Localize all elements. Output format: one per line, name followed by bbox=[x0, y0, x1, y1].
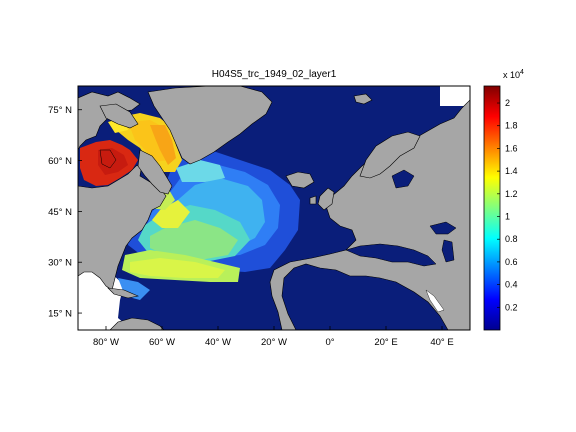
tracer-field bbox=[80, 113, 300, 300]
colorbar-tick-label: 0.6 bbox=[505, 257, 518, 267]
x-tick-label: 40° E bbox=[430, 337, 453, 348]
x-tick-label: 0° bbox=[325, 337, 334, 348]
colorbar-multiplier-exponent: 4 bbox=[520, 69, 524, 76]
colorbar bbox=[483, 85, 501, 331]
colorbar-tick-label: 1.6 bbox=[505, 143, 518, 153]
x-tick-label: 20° W bbox=[261, 337, 287, 348]
colorbar-multiplier-base: x 10 bbox=[503, 70, 520, 80]
y-tick-label: 75° N bbox=[48, 105, 72, 116]
y-axis-ticks: 75° N 60° N 45° N 30° N 15° N bbox=[48, 105, 82, 320]
red-sea bbox=[425, 289, 445, 313]
colorbar-tick-label: 0.8 bbox=[505, 234, 518, 244]
colorbar-tick-label: 1.4 bbox=[505, 166, 518, 176]
x-tick-label: 40° W bbox=[205, 337, 231, 348]
x-tick-label: 80° W bbox=[93, 337, 119, 348]
missing-data-region bbox=[78, 262, 132, 330]
y-tick-label: 30° N bbox=[48, 258, 72, 269]
map-title: H04S5_trc_1949_02_layer1 bbox=[211, 69, 337, 80]
x-tick-label: 60° W bbox=[149, 337, 175, 348]
missing-data-region-ne bbox=[440, 86, 470, 106]
colorbar-multiplier: x 104 bbox=[503, 69, 524, 80]
colorbar-tick-label: 2 bbox=[505, 98, 510, 108]
map-area bbox=[78, 86, 470, 330]
inland-seas bbox=[99, 149, 457, 267]
x-axis-ticks: 80° W 60° W 40° W 20° W 0° 20° E 40° E bbox=[93, 326, 454, 348]
colorbar-tick-label: 1.2 bbox=[505, 189, 518, 199]
colorbar-ticks: 0.2 0.4 0.6 0.8 1 1.2 1.4 1.6 1.8 2 bbox=[497, 98, 518, 312]
y-tick-label: 15° N bbox=[48, 309, 72, 320]
colorbar-tick-label: 0.4 bbox=[505, 280, 518, 290]
x-tick-label: 20° E bbox=[374, 337, 397, 348]
colorbar-tick-label: 1.8 bbox=[505, 121, 518, 131]
land bbox=[78, 86, 470, 330]
y-tick-label: 45° N bbox=[48, 207, 72, 218]
colorbar-tick-label: 0.2 bbox=[505, 302, 518, 312]
colorbar-tick-label: 1 bbox=[505, 212, 510, 222]
y-tick-label: 60° N bbox=[48, 156, 72, 167]
